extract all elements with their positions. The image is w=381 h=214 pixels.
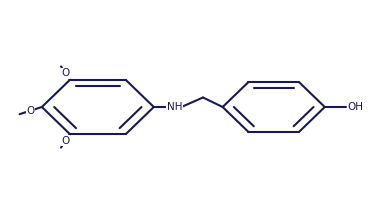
Text: O: O [61,68,70,78]
Text: OH: OH [347,102,363,112]
Text: O: O [27,106,35,116]
Text: NH: NH [167,102,182,112]
Text: O: O [61,136,70,146]
